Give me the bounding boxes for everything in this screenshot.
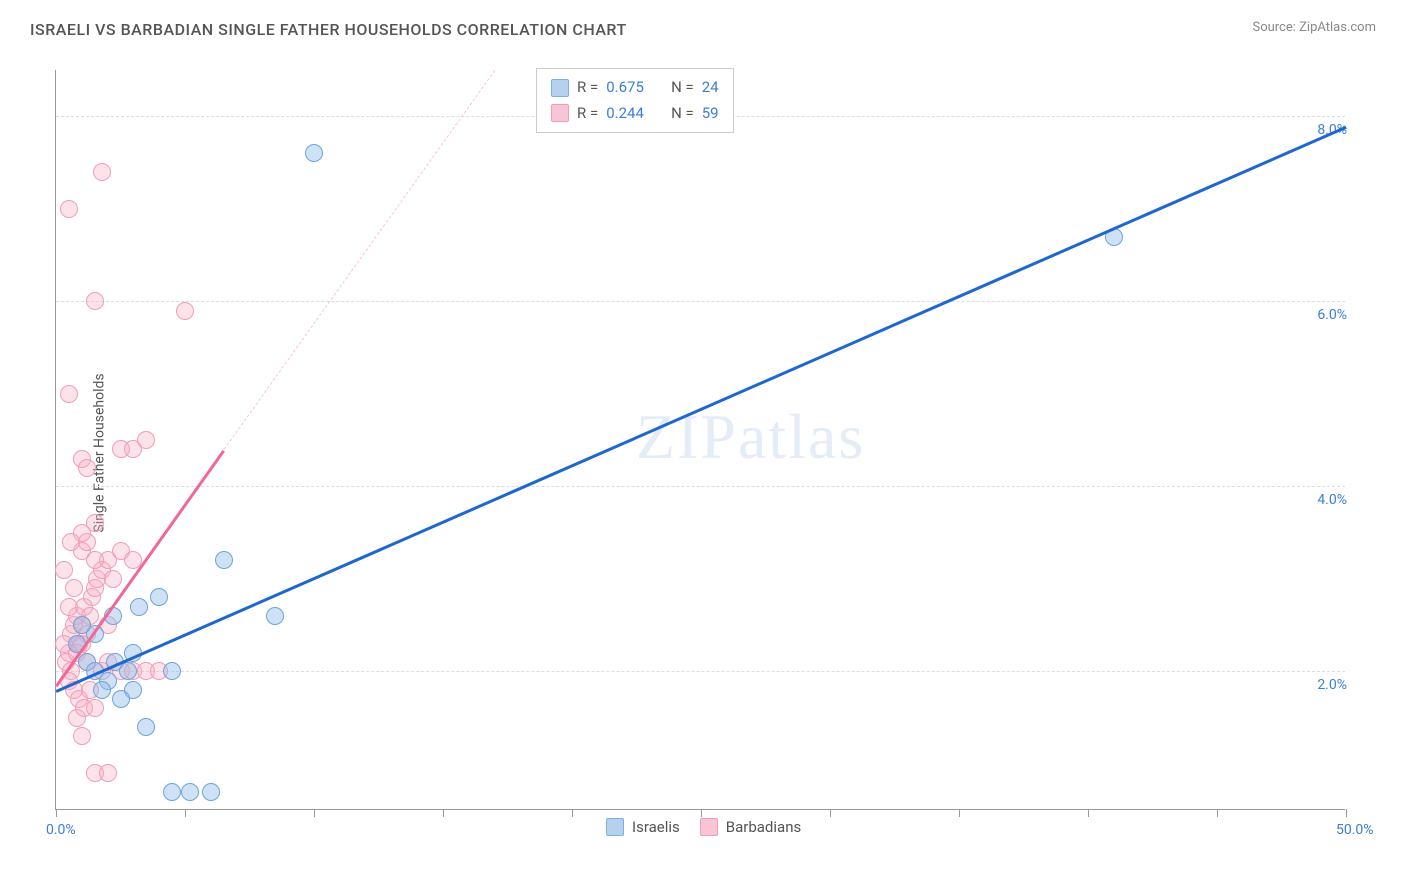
- data-point-israeli: [112, 690, 130, 708]
- data-point-barbadian: [68, 709, 86, 727]
- legend-n-value: 59: [702, 101, 719, 127]
- data-point-israeli: [93, 681, 111, 699]
- y-tick-label: 2.0%: [1317, 677, 1347, 693]
- x-tick: [701, 809, 702, 817]
- x-tick: [1346, 809, 1347, 817]
- trend-line: [223, 70, 495, 450]
- legend-r-label: R =: [577, 75, 598, 101]
- x-tick: [830, 809, 831, 817]
- legend-r-value: 0.675: [606, 75, 644, 101]
- header: ISRAELI VS BARBADIAN SINGLE FATHER HOUSE…: [0, 0, 1406, 49]
- trend-line: [55, 126, 1346, 693]
- legend-item-barbadian: Barbadians: [700, 818, 801, 836]
- gridline: [56, 671, 1345, 672]
- y-tick-label: 4.0%: [1317, 492, 1347, 508]
- data-point-israeli: [73, 616, 91, 634]
- data-point-barbadian: [86, 514, 104, 532]
- legend-n-value: 24: [702, 75, 719, 101]
- data-point-barbadian: [86, 292, 104, 310]
- data-point-barbadian: [55, 561, 73, 579]
- data-point-barbadian: [60, 385, 78, 403]
- data-point-barbadian: [86, 699, 104, 717]
- y-tick-label: 6.0%: [1317, 307, 1347, 323]
- data-point-israeli: [119, 662, 137, 680]
- data-point-barbadian: [93, 163, 111, 181]
- x-tick: [185, 809, 186, 817]
- legend-r-value: 0.244: [606, 101, 644, 127]
- series-legend: Israelis Barbadians: [606, 818, 801, 836]
- swatch-icon: [551, 104, 569, 122]
- legend-item-israeli: Israelis: [606, 818, 680, 836]
- data-point-barbadian: [60, 200, 78, 218]
- x-tick: [1088, 809, 1089, 817]
- x-tick-label: 0.0%: [46, 822, 76, 838]
- gridline: [56, 486, 1345, 487]
- data-point-israeli: [150, 588, 168, 606]
- chart-title: ISRAELI VS BARBADIAN SINGLE FATHER HOUSE…: [30, 20, 627, 39]
- x-tick-label: 50.0%: [1336, 822, 1374, 838]
- data-point-barbadian: [137, 431, 155, 449]
- legend-r-label: R =: [577, 101, 598, 127]
- x-tick: [572, 809, 573, 817]
- data-point-israeli: [215, 551, 233, 569]
- swatch-icon: [551, 79, 569, 97]
- correlation-legend: R = 0.675 N = 24R = 0.244 N = 59: [536, 68, 734, 133]
- data-point-israeli: [305, 144, 323, 162]
- scatter-plot: 2.0%4.0%6.0%8.0%0.0%50.0%ZIPatlasR = 0.6…: [55, 70, 1345, 810]
- legend-row-barbadian: R = 0.244 N = 59: [551, 101, 719, 127]
- data-point-israeli: [202, 783, 220, 801]
- data-point-israeli: [130, 598, 148, 616]
- legend-n-label: N =: [671, 101, 694, 127]
- watermark: ZIPatlas: [636, 400, 865, 474]
- legend-label: Barbadians: [726, 818, 801, 836]
- x-tick: [56, 809, 57, 817]
- legend-label: Israelis: [632, 818, 680, 836]
- data-point-barbadian: [176, 302, 194, 320]
- data-point-barbadian: [73, 727, 91, 745]
- x-tick: [314, 809, 315, 817]
- chart-area: Single Father Households 2.0%4.0%6.0%8.0…: [55, 70, 1375, 835]
- data-point-israeli: [137, 718, 155, 736]
- data-point-barbadian: [104, 570, 122, 588]
- data-point-barbadian: [65, 579, 83, 597]
- data-point-israeli: [266, 607, 284, 625]
- data-point-israeli: [181, 783, 199, 801]
- x-tick: [443, 809, 444, 817]
- x-tick: [1217, 809, 1218, 817]
- data-point-barbadian: [99, 764, 117, 782]
- swatch-icon: [606, 818, 624, 836]
- data-point-barbadian: [78, 459, 96, 477]
- legend-n-label: N =: [671, 75, 694, 101]
- source-attribution: Source: ZipAtlas.com: [1252, 20, 1376, 35]
- swatch-icon: [700, 818, 718, 836]
- data-point-israeli: [163, 783, 181, 801]
- gridline: [56, 301, 1345, 302]
- data-point-barbadian: [60, 598, 78, 616]
- data-point-israeli: [163, 662, 181, 680]
- data-point-barbadian: [62, 533, 80, 551]
- data-point-barbadian: [86, 551, 104, 569]
- legend-row-israeli: R = 0.675 N = 24: [551, 75, 719, 101]
- x-tick: [959, 809, 960, 817]
